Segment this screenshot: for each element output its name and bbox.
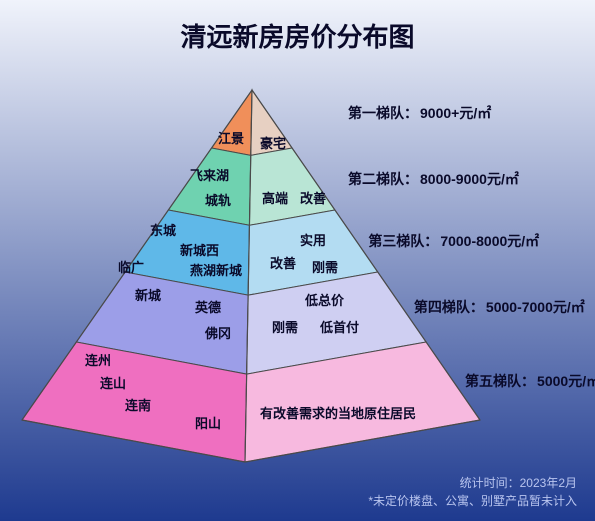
tier-5-label: 第五梯队： <box>465 373 535 389</box>
tier-3-area: 临广 <box>118 260 144 275</box>
tier-4-area: 佛冈 <box>204 326 231 341</box>
tier-4-tag: 低总价 <box>304 293 345 308</box>
tier-3-price: 7000-8000元/㎡ <box>440 233 539 249</box>
tier-5-area: 连南 <box>125 398 151 413</box>
tier-2-area: 飞来湖 <box>190 168 229 183</box>
chart-title: 清远新房房价分布图 <box>180 22 414 52</box>
tier-5-area: 阳山 <box>195 416 221 431</box>
tier-1-label: 第一梯队： <box>348 105 418 121</box>
tier-4-tag: 低首付 <box>319 320 359 335</box>
tier-4-area: 英德 <box>194 300 221 315</box>
tier-5-price: 5000元/㎡以下 <box>537 373 595 389</box>
tier-2-area: 城轨 <box>205 193 231 208</box>
tier-5-tag: 有改善需求的当地原住居民 <box>260 406 416 421</box>
tier-5-area: 连州 <box>85 353 111 368</box>
tier-4-price: 5000-7000元/㎡ <box>486 299 585 315</box>
tier-4-area: 新城 <box>135 288 161 303</box>
footer-note: *未定价楼盘、公寓、别墅产品暂未计入 <box>368 493 577 508</box>
tier-3-tag: 刚需 <box>312 260 338 275</box>
tier-1-price: 9000+元/㎡ <box>420 105 491 121</box>
tier-3-area: 新城西 <box>180 243 219 258</box>
tier-2-tag: 改善 <box>300 191 326 206</box>
tier-3-tag: 改善 <box>270 256 296 271</box>
tier-2-price: 8000-9000元/㎡ <box>420 171 519 187</box>
tier-4-tag: 刚需 <box>272 320 298 335</box>
tier-2-label: 第二梯队： <box>348 171 418 187</box>
tier-3-tag: 实用 <box>300 233 326 248</box>
tier-2-tag: 高端 <box>262 191 288 206</box>
tier-1-tag: 豪宅 <box>260 136 286 151</box>
tier-1-area: 江景 <box>218 131 244 146</box>
infographic-root: 清远新房房价分布图第一梯队：9000+元/㎡第二梯队：8000-9000元/㎡第… <box>0 0 595 521</box>
tier-4-label: 第四梯队： <box>414 299 484 315</box>
tier-5-area: 连山 <box>100 376 126 391</box>
tier-3-label: 第三梯队： <box>368 233 438 249</box>
footer-date: 统计时间：2023年2月 <box>460 476 577 490</box>
tier-3-area: 东城 <box>150 223 176 238</box>
tier-3-area: 燕湖新城 <box>190 263 242 278</box>
